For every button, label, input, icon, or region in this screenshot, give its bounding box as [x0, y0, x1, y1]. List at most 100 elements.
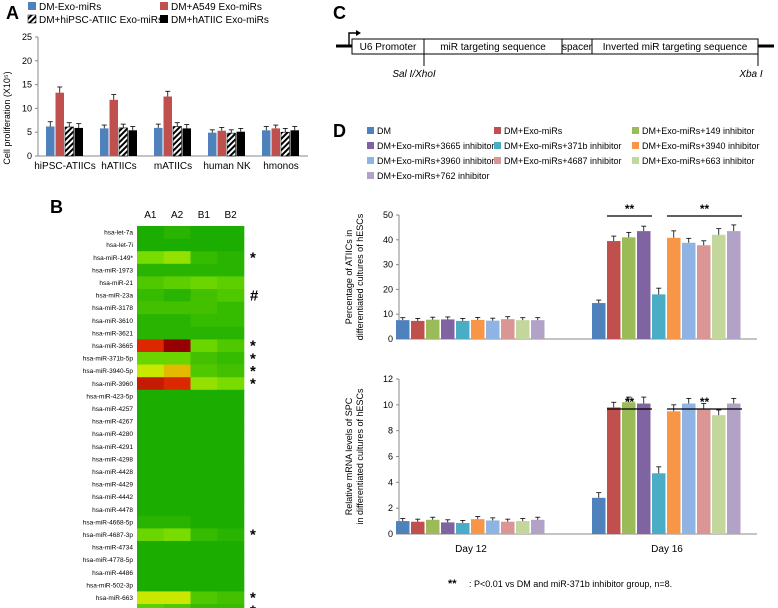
heatmap-cell	[217, 226, 245, 239]
heatmap-cell	[137, 465, 165, 479]
chart-d-legend-label: DM+Exo-miRs+3960 inhibitor	[377, 156, 495, 166]
heatmap-cell	[217, 314, 245, 328]
heatmap-cell	[137, 389, 165, 403]
heatmap-row-label: hsa-miR-4428	[92, 469, 133, 476]
heatmap-row-label: hsa-miR-4442	[92, 494, 133, 501]
heatmap-cell	[163, 578, 191, 592]
heatmap-row-label: hsa-miR-149*	[93, 255, 133, 262]
chart-d-y-tick-label: 40	[383, 235, 393, 245]
chart-d-bar	[607, 407, 621, 534]
chart-d-bar	[622, 237, 636, 339]
chart-a-y-tick-label: 25	[22, 32, 32, 42]
chart-d-bar	[592, 497, 606, 534]
heatmap-cell	[190, 503, 218, 517]
heatmap-cell	[217, 591, 245, 605]
heatmap-cell	[137, 352, 165, 365]
heatmap-cell	[137, 415, 165, 428]
chart-d-bar	[637, 231, 651, 339]
heatmap-cell	[137, 226, 165, 239]
heatmap-cell	[163, 352, 191, 365]
chart-a-y-label: Cell proliferation (X10⁵)	[2, 71, 12, 164]
chart-d-y-tick-label: 10	[383, 400, 393, 410]
heatmap-cell	[217, 364, 245, 378]
chart-a: DM-Exo-miRs DM+A549 Exo-miRs DM+hiPSC-ATII…	[2, 2, 308, 172]
chart-d-legend-swatch	[367, 157, 374, 164]
chart-d-bar	[456, 523, 470, 534]
heatmap-row-label: hsa-miR-4267	[92, 419, 133, 426]
heatmap-cell	[217, 415, 245, 428]
chart-d-top: 0 10 20 30 40 50 ** ** Percentage of ATIICs in di…	[344, 202, 757, 344]
heatmap-cell	[163, 528, 191, 542]
heatmap-cell	[137, 263, 165, 277]
chart-d-significance-stars: **	[700, 395, 710, 409]
heatmap-row-label: hsa-miR-3178	[92, 305, 133, 312]
heatmap-cell	[137, 289, 165, 302]
heatmap-cell	[163, 478, 191, 491]
chart-a-legend-label: DM-Exo-miRs	[39, 2, 101, 13]
heatmap-cell	[217, 352, 245, 365]
heatmap-cell	[190, 289, 218, 302]
chart-d-y-label: differentiated cultures of hESCs	[355, 213, 365, 340]
chart-d-y-label: Percentage of ATIICs in	[344, 230, 354, 324]
chart-a-x-tick-label: hiPSC-ATIICs	[34, 161, 96, 172]
chart-d-bar	[682, 242, 696, 339]
chart-a-legend-swatch	[28, 2, 36, 10]
heatmap-mark: #	[250, 287, 259, 304]
heatmap-mark: *	[250, 376, 256, 393]
heatmap-cell	[190, 528, 218, 542]
chart-d-bar	[637, 403, 651, 534]
heatmap-row-label: hsa-miR-4298	[92, 456, 133, 463]
heatmap-cell	[190, 452, 218, 466]
heatmap-cell	[163, 251, 191, 265]
chart-d: DM DM+Exo-miRs DM+Exo-miRs+149 inhibitor DM…	[344, 126, 760, 590]
heatmap-cell	[190, 263, 218, 277]
chart-d-y-label: in differentiated cultures of hESCs	[355, 388, 365, 524]
heatmap-cell	[190, 604, 218, 608]
heatmap-cell	[217, 465, 245, 479]
chart-d-bar	[727, 403, 741, 534]
chart-d-legend-label: DM+Exo-miRs+3665 inhibitor	[377, 141, 495, 151]
chart-d-significance-stars: **	[700, 202, 710, 216]
chart-a-bar	[271, 128, 280, 156]
chart-d-legend-swatch	[494, 142, 501, 149]
chart-d-bar	[486, 520, 500, 534]
heatmap-row-label: hsa-miR-3610	[92, 318, 133, 325]
heatmap-cell	[137, 503, 165, 517]
heatmap-cell	[217, 339, 245, 353]
chart-a-y-tick-label: 10	[22, 103, 32, 113]
chart-d-bar	[667, 237, 681, 339]
chart-d-legend-label: DM+Exo-miRs+762 inhibitor	[377, 171, 490, 181]
chart-d-bar	[712, 415, 726, 534]
heatmap-cell	[163, 314, 191, 328]
chart-a-legend-label: DM+hiPSC-ATIIC Exo-miRs	[39, 15, 163, 26]
heatmap-mark: *	[250, 590, 256, 607]
heatmap-cell	[217, 440, 245, 454]
chart-d-y-tick-label: 50	[383, 210, 393, 220]
heatmap-cell	[163, 452, 191, 466]
chart-a-y-tick-label: 0	[27, 151, 32, 161]
chart-d-legend-swatch	[494, 157, 501, 164]
heatmap-cell	[217, 289, 245, 302]
heatmap-cell	[163, 339, 191, 353]
heatmap-cell	[190, 427, 218, 441]
chart-d-legend-swatch	[367, 127, 374, 134]
chart-a-bar	[154, 127, 163, 156]
heatmap-cell	[137, 301, 165, 315]
chart-a-bar	[46, 126, 55, 156]
heatmap-cell	[190, 402, 218, 416]
heatmap-cell	[163, 427, 191, 441]
chart-d-legend: DM DM+Exo-miRs DM+Exo-miRs+149 inhibitor DM…	[367, 126, 760, 181]
heatmap-mark: *	[250, 250, 256, 267]
heatmap-cell	[190, 566, 218, 580]
chart-a-bar	[128, 130, 137, 156]
promoter-arrow-head	[356, 30, 361, 36]
heatmap-cell	[163, 289, 191, 302]
heatmap-cell	[163, 541, 191, 554]
heatmap-cell	[137, 604, 165, 608]
heatmap-row-label: hsa-miR-4478	[92, 507, 133, 514]
chart-d-bar	[501, 521, 515, 534]
chart-d-bar	[697, 245, 711, 339]
chart-d-y-tick-label: 0	[388, 334, 393, 344]
chart-d-legend-label: DM+Exo-miRs+371b inhibitor	[504, 141, 622, 151]
chart-a-legend-swatch	[27, 14, 37, 24]
